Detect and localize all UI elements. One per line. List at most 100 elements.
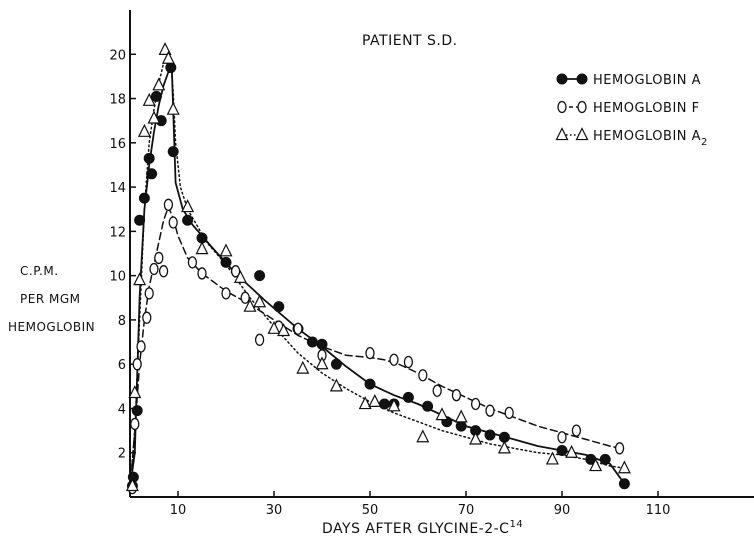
data-point-series-1 — [150, 90, 162, 102]
data-point-series-1 — [484, 429, 496, 441]
data-point-series-1 — [422, 400, 434, 412]
data-point-series-2 — [485, 404, 495, 417]
data-point-series-2 — [365, 346, 375, 360]
data-point-series-2 — [132, 358, 142, 371]
data-point-series-3 — [296, 360, 310, 374]
data-point-series-2 — [149, 262, 159, 276]
x-tick-label: 10 — [170, 503, 187, 518]
data-point-series-1 — [378, 398, 390, 410]
x-axis-label: DAYS AFTER GLYCINE-2-C14 — [322, 519, 523, 537]
data-point-series-1 — [599, 453, 611, 465]
data-point-series-1 — [330, 358, 342, 370]
data-point-series-2 — [168, 216, 178, 229]
data-point-series-3 — [142, 92, 156, 106]
data-point-series-2 — [187, 256, 198, 269]
data-point-series-3 — [589, 458, 603, 472]
legend-marker-start-2 — [557, 100, 567, 114]
legend-marker-end-2 — [577, 100, 587, 114]
data-point-series-1 — [138, 192, 150, 204]
legend: HEMOGLOBIN A HEMOGLOBIN F HEMOGLOBIN A2 — [555, 73, 708, 148]
data-point-series-1 — [254, 270, 266, 282]
y-tick-label: 4 — [118, 402, 126, 417]
data-point-series-2 — [254, 333, 265, 346]
legend-label-text: HEMOGLOBIN F — [593, 101, 700, 116]
data-point-series-2 — [144, 287, 154, 300]
data-point-series-3 — [545, 451, 559, 465]
data-point-series-1 — [134, 214, 146, 226]
data-point-series-3 — [181, 199, 195, 213]
x-tick-label: 110 — [646, 503, 671, 518]
y-tick-label: 14 — [109, 181, 126, 196]
data-point-series-2 — [451, 389, 462, 402]
legend-marker-start-1 — [556, 73, 568, 85]
data-point-series-3 — [233, 270, 247, 283]
data-point-series-2 — [230, 265, 241, 278]
data-point-series-3 — [497, 440, 511, 454]
data-point-series-3 — [152, 77, 166, 91]
data-point-series-1 — [306, 336, 318, 348]
data-point-series-3 — [469, 431, 483, 445]
data-point-series-3 — [277, 323, 291, 337]
data-point-series-2 — [470, 397, 481, 411]
data-point-series-3 — [195, 241, 209, 255]
data-point-series-2 — [418, 369, 428, 382]
data-point-series-3 — [329, 378, 343, 392]
data-point-series-1 — [273, 301, 285, 313]
data-point-series-1 — [165, 62, 177, 74]
x-tick-label: 30 — [266, 503, 283, 518]
data-point-series-1 — [167, 146, 179, 158]
legend-label-1: HEMOGLOBIN A — [593, 73, 701, 88]
legend-label-subscript: 2 — [701, 137, 708, 148]
data-point-series-3 — [219, 243, 233, 257]
data-point-series-3 — [454, 409, 468, 423]
data-point-series-3 — [166, 101, 180, 115]
data-point-series-1 — [131, 405, 143, 417]
y-tick-label: 8 — [118, 314, 126, 329]
data-point-series-2 — [557, 431, 567, 444]
data-point-series-1 — [402, 391, 414, 403]
y-tick-label: 18 — [109, 93, 126, 108]
data-point-series-1 — [364, 378, 376, 390]
y-axis-label-line-3: HEMOGLOBIN — [8, 320, 95, 334]
chart-title: PATIENT S.D. — [362, 33, 458, 49]
data-point-series-2 — [389, 353, 399, 366]
x-axis-label-text: DAYS AFTER GLYCINE-2-C — [322, 521, 509, 537]
x-axis-label-superscript: 14 — [509, 519, 523, 530]
data-point-series-1 — [146, 168, 158, 180]
data-point-series-3 — [617, 460, 631, 474]
data-point-series-2 — [293, 322, 303, 335]
y-tick-label: 6 — [118, 358, 126, 373]
data-point-series-2 — [158, 265, 169, 278]
legend-label-3: HEMOGLOBIN A2 — [593, 129, 708, 148]
y-tick-label: 2 — [118, 447, 126, 462]
data-point-series-1 — [316, 338, 328, 350]
y-tick-label: 12 — [109, 225, 126, 240]
data-point-series-3 — [133, 272, 147, 286]
data-point-series-3 — [416, 429, 430, 443]
x-tick-label: 70 — [458, 503, 475, 518]
data-point-series-1 — [618, 478, 630, 490]
data-point-series-3 — [243, 298, 257, 312]
data-point-series-3 — [565, 444, 579, 458]
data-point-series-3 — [267, 320, 281, 334]
legend-label-text: HEMOGLOBIN A — [593, 73, 701, 88]
y-axis-label-line-2: PER MGM — [20, 292, 80, 306]
data-point-series-3 — [387, 398, 401, 412]
data-point-series-3 — [315, 356, 329, 370]
data-point-series-2 — [154, 251, 164, 265]
data-point-series-1 — [220, 256, 232, 268]
data-point-series-2 — [142, 311, 152, 324]
data-point-series-2 — [614, 442, 625, 455]
data-point-series-2 — [571, 424, 582, 437]
y-axis-label: C.P.M. PER MGM HEMOGLOBIN — [8, 264, 95, 334]
data-point-series-3 — [125, 478, 139, 492]
data-point-series-2 — [221, 287, 231, 300]
x-tick-label: 50 — [362, 503, 379, 518]
data-point-series-2 — [432, 384, 442, 397]
data-point-series-3 — [368, 393, 382, 407]
data-point-series-1 — [455, 420, 467, 432]
data-point-series-2 — [163, 198, 174, 211]
data-point-series-3 — [158, 42, 172, 55]
data-point-series-3 — [253, 294, 267, 308]
